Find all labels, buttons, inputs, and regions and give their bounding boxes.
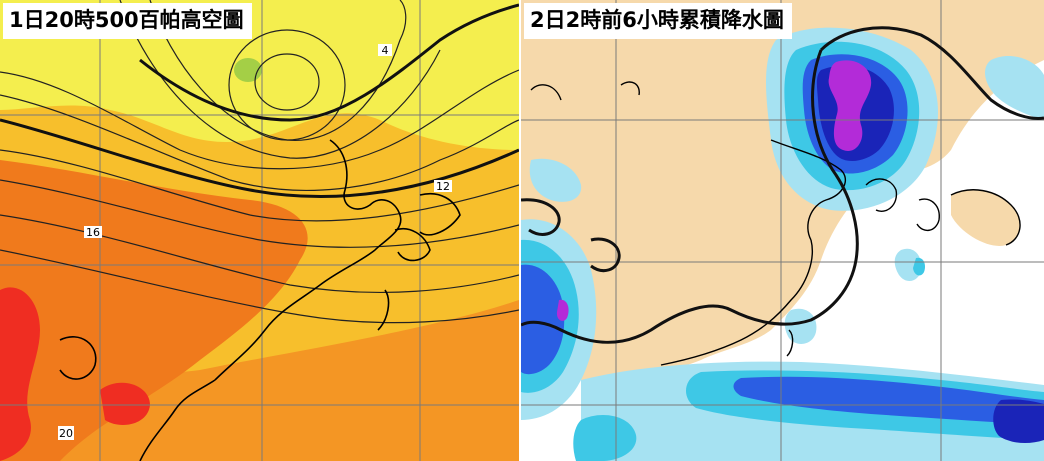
upper-air-map-panel: 4 12 16 20 1日20時500百帕高空圖 [0, 0, 519, 461]
lat-lon-grid-right [521, 0, 1044, 461]
svg-text:4: 4 [382, 44, 389, 57]
height-contours [0, 0, 519, 324]
panel-divider [519, 0, 521, 461]
contour-label-20: 20 [58, 426, 74, 440]
precipitation-north [766, 27, 938, 211]
land-japan [951, 189, 1021, 246]
precipitation-map-panel: 2日2時前6小時累積降水圖 [521, 0, 1044, 461]
coastlines [59, 139, 461, 461]
contour-label-16: 16 [84, 226, 102, 239]
precipitation-west [521, 158, 597, 420]
svg-text:16: 16 [86, 226, 100, 239]
temp-fill-red-patch [100, 382, 150, 425]
lat-lon-grid [0, 0, 519, 461]
coastlines-right [530, 81, 1021, 366]
thick-contours [0, 3, 519, 198]
cold-core-green-patch [234, 58, 262, 82]
thick-reference-line [521, 26, 1044, 344]
temp-fill-red [0, 287, 40, 461]
upper-air-map: 4 12 16 20 [0, 0, 519, 461]
temp-fill-dark-orange [0, 160, 308, 461]
precipitation-map-title: 2日2時前6小時累積降水圖 [524, 3, 792, 39]
precipitation-map [521, 0, 1044, 461]
svg-text:12: 12 [436, 180, 450, 193]
upper-air-map-title: 1日20時500百帕高空圖 [3, 3, 252, 39]
contour-label-4: 4 [378, 44, 392, 57]
contour-label-12: 12 [434, 180, 452, 193]
svg-text:20: 20 [59, 427, 73, 440]
